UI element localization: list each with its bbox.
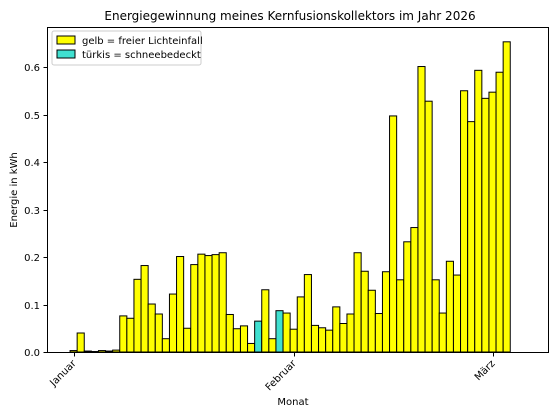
legend-swatch-clear [56, 35, 76, 45]
bar-day-58 [474, 69, 483, 353]
bar-day-28 [261, 289, 270, 353]
bar-day-15 [168, 293, 178, 353]
y-tick-label: 0.4 [24, 158, 40, 169]
bar-day-47 [396, 279, 405, 353]
bar-day-14 [161, 338, 170, 353]
bar-day-16 [176, 256, 185, 353]
bar-day-46 [389, 115, 398, 353]
bar-day-42 [360, 270, 369, 353]
bar-day-12 [147, 303, 156, 353]
bar-day-25 [239, 325, 249, 353]
bar-day-49 [410, 227, 419, 353]
bar-day-18 [190, 264, 199, 353]
bar-day-59 [481, 97, 490, 353]
bar-day-44 [374, 313, 383, 353]
bar-day-10 [133, 278, 142, 353]
y-tick-label: 0.5 [24, 111, 40, 122]
y-axis-label: Energie in kWh [9, 152, 20, 228]
bar-day-32 [289, 328, 298, 353]
bar-day-19 [197, 253, 206, 353]
bar-day-37 [325, 329, 334, 353]
bar-day-50 [417, 66, 426, 353]
bar-day-6 [105, 350, 114, 353]
bar-day-39 [339, 323, 348, 353]
bar-day-57 [467, 121, 476, 353]
bar-day-27 [254, 320, 263, 353]
bar-day-48 [403, 241, 412, 353]
bar-day-43 [367, 289, 376, 353]
bar-day-41 [353, 252, 362, 353]
bar-day-54 [445, 260, 454, 353]
bar-day-22 [218, 252, 227, 353]
bar-day-20 [204, 255, 213, 353]
bar-day-36 [318, 327, 327, 353]
chart-title: Energiegewinnung meines Kernfusionskolle… [104, 9, 475, 23]
bar-day-38 [332, 306, 341, 353]
bar-day-60 [488, 91, 497, 353]
bar-day-51 [424, 100, 433, 353]
bar-day-40 [346, 313, 355, 353]
y-tick-label: 0.1 [24, 301, 40, 312]
bar-day-5 [97, 350, 107, 353]
bar-day-11 [140, 265, 149, 353]
plot-frame [47, 27, 549, 353]
bar-day-33 [296, 296, 305, 353]
bar-day-7 [112, 349, 121, 353]
bar-day-61 [495, 71, 504, 353]
bar-day-24 [232, 328, 241, 353]
bar-day-45 [381, 271, 391, 353]
legend-box [51, 30, 202, 66]
bar-day-17 [183, 327, 192, 353]
legend-label-snow: türkis = schneebedeckt [82, 50, 201, 61]
bar-day-56 [460, 90, 469, 353]
bar-day-55 [452, 274, 462, 353]
y-tick-label: 0.2 [24, 253, 40, 264]
bar-day-35 [310, 324, 320, 353]
y-tick-label: 0.6 [24, 63, 40, 74]
bar-day-2 [76, 332, 85, 353]
y-tick-label: 0.3 [24, 206, 40, 217]
bar-day-9 [126, 317, 135, 353]
bar-day-21 [211, 254, 220, 353]
bar-day-62 [502, 41, 511, 353]
bar-day-29 [268, 338, 277, 353]
bar-day-53 [438, 312, 447, 353]
bar-day-30 [275, 310, 284, 353]
y-axis: 0.0 0.1 0.2 0.3 0.4 0.5 0.6 [24, 63, 48, 359]
legend-swatch-snow [56, 49, 76, 59]
bar-day-13 [154, 313, 163, 353]
legend: gelb = freier Lichteinfall türkis = schn… [51, 30, 203, 66]
bar-day-31 [282, 312, 291, 353]
bar-day-8 [119, 315, 128, 353]
bar-day-23 [225, 313, 234, 353]
x-axis-label: Monat [277, 397, 308, 408]
bar-day-34 [303, 274, 312, 353]
y-tick-label: 0.0 [24, 348, 40, 359]
legend-label-clear: gelb = freier Lichteinfall [82, 36, 203, 47]
bar-day-52 [431, 279, 440, 353]
bar-day-26 [247, 342, 256, 353]
bar-day-1 [69, 350, 78, 353]
bar-day-3 [83, 350, 92, 353]
